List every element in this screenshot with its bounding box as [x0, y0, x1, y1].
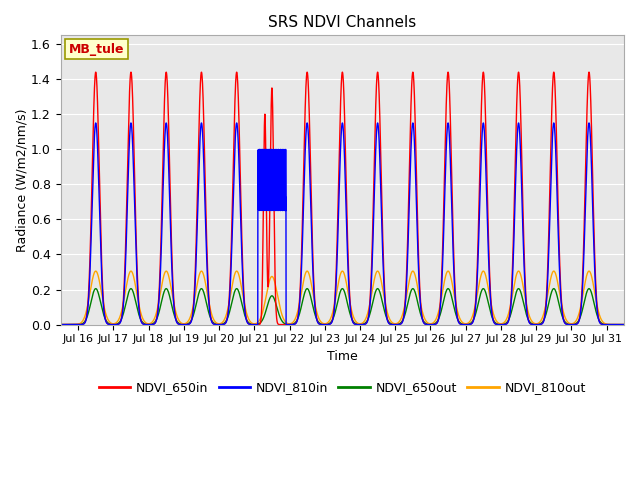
MB_tule: [261, 312, 269, 318]
MB_tule: [57, 322, 65, 327]
MB_tule: [475, 300, 483, 305]
Title: SRS NDVI Channels: SRS NDVI Channels: [268, 15, 417, 30]
MB_tule: [415, 304, 422, 310]
MB_tule: [390, 322, 398, 327]
MB_tule: [92, 286, 100, 291]
Text: MB_tule: MB_tule: [69, 43, 124, 56]
X-axis label: Time: Time: [327, 350, 358, 363]
Legend: NDVI_650in, NDVI_810in, NDVI_650out, NDVI_810out: NDVI_650in, NDVI_810in, NDVI_650out, NDV…: [93, 376, 591, 399]
Line: MB_tule: MB_tule: [61, 288, 624, 324]
Y-axis label: Radiance (W/m2/nm/s): Radiance (W/m2/nm/s): [15, 108, 28, 252]
MB_tule: [505, 317, 513, 323]
MB_tule: [620, 322, 628, 327]
MB_tule: [85, 308, 93, 314]
